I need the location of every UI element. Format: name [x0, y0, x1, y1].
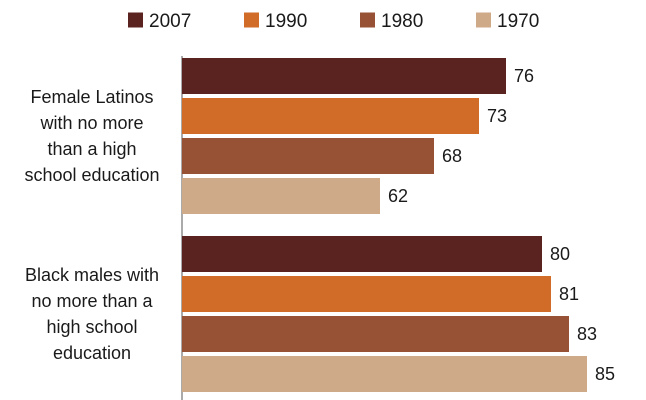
bar-1970	[182, 178, 380, 214]
category-label-line: with no more	[39, 113, 143, 133]
bar-2007	[182, 236, 542, 272]
legend: 2007 1990 1980 1970	[128, 11, 539, 32]
legend-label: 1970	[497, 11, 539, 32]
category-label-line: than a high	[47, 139, 136, 159]
data-label: 62	[388, 186, 408, 206]
legend-item-1980: 1980	[360, 11, 423, 32]
legend-swatch	[128, 12, 143, 28]
legend-label: 2007	[149, 11, 191, 32]
category-label-line: Female Latinos	[30, 87, 153, 107]
data-label: 83	[577, 324, 597, 344]
category-label-line: Black males with	[25, 265, 159, 285]
bar-group: 76 73 68 62 Female Latinos with no more than a…	[24, 58, 534, 214]
category-label-line: no more than a	[31, 291, 153, 311]
category-label: Black males with no more than a high schoo…	[25, 265, 159, 363]
bar-group: 80 81 83 85 Black males with no more than a hi…	[25, 236, 615, 392]
data-label: 81	[559, 284, 579, 304]
category-label-line: education	[53, 343, 131, 363]
data-label: 85	[595, 364, 615, 384]
bar-1990	[182, 276, 551, 312]
legend-item-2007: 2007	[128, 11, 191, 32]
legend-label: 1980	[381, 11, 423, 32]
data-label: 76	[514, 66, 534, 86]
bar-1970	[182, 356, 587, 392]
bar-1990	[182, 98, 479, 134]
legend-label: 1990	[265, 11, 307, 32]
bar-2007	[182, 58, 506, 94]
data-label: 73	[487, 106, 507, 126]
bar-1980	[182, 316, 569, 352]
bar-groups: 76 73 68 62 Female Latinos with no more than a…	[24, 58, 615, 392]
legend-swatch	[244, 12, 259, 28]
category-label-line: school education	[24, 165, 159, 185]
legend-item-1990: 1990	[244, 11, 307, 32]
bar-1980	[182, 138, 434, 174]
data-label: 80	[550, 244, 570, 264]
legend-swatch	[476, 12, 491, 28]
data-label: 68	[442, 146, 462, 166]
category-label-line: high school	[46, 317, 137, 337]
legend-swatch	[360, 12, 375, 28]
category-label: Female Latinos with no more than a high sch…	[24, 87, 159, 185]
legend-item-1970: 1970	[476, 11, 539, 32]
